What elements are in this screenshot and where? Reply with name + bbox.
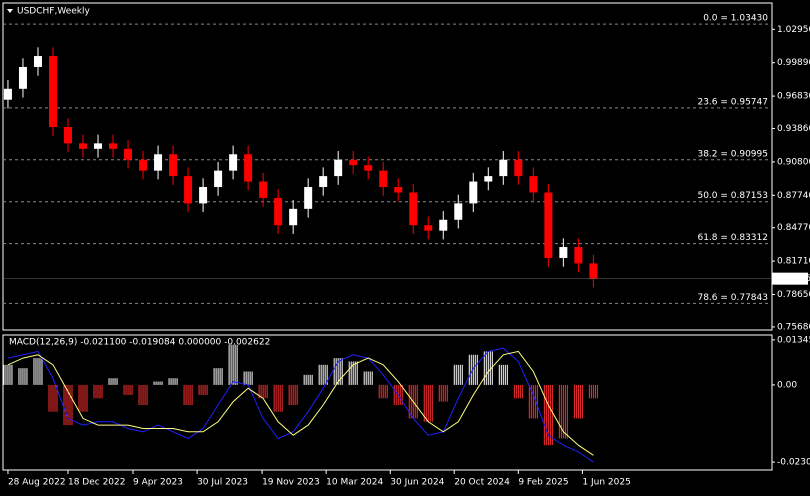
candle-body <box>124 148 133 160</box>
candle-body <box>334 159 343 177</box>
candle-body <box>544 192 553 258</box>
x-tick-label: 30 Jun 2024 <box>390 478 444 488</box>
macd-title: MACD(12,26,9) -0.021100 -0.019084 0.0000… <box>9 338 270 348</box>
candle-body <box>33 56 42 67</box>
candle-body <box>484 176 493 182</box>
current-price-label: 0.80105 <box>774 274 810 284</box>
candle-body <box>3 88 12 100</box>
x-tick-label: 30 Jul 2023 <box>197 478 248 488</box>
candle-body <box>244 154 253 182</box>
candle-body <box>514 159 523 177</box>
x-tick-label: 18 Dec 2022 <box>68 478 126 488</box>
candle-body <box>454 203 463 220</box>
candle-body <box>109 143 118 149</box>
x-tick-label: 9 Apr 2023 <box>133 478 183 488</box>
current-price-box <box>772 272 808 285</box>
candle-body <box>319 176 328 188</box>
fib-label: 50.0 = 0.87153 <box>697 191 768 201</box>
candle-body <box>379 170 388 188</box>
macd-y-tick-label: -0.023042 <box>777 458 810 468</box>
candle-body <box>439 219 448 231</box>
candle-body <box>169 154 178 177</box>
macd-y-tick-label: 0.013451 <box>777 335 810 345</box>
candle-body <box>18 66 27 89</box>
x-tick-label: 28 Aug 2022 <box>8 478 66 488</box>
candle-body <box>229 154 238 171</box>
macd-panel <box>2 334 773 471</box>
candle-body <box>499 159 508 177</box>
candle-body <box>364 165 373 171</box>
candle-body <box>559 247 568 258</box>
candle-body <box>259 181 268 198</box>
fib-label: 61.8 = 0.83312 <box>697 233 768 243</box>
candle-body <box>214 170 223 188</box>
macd-line <box>7 350 594 456</box>
fib-label: 38.2 = 0.90995 <box>697 149 768 159</box>
chart-title: USDCHF,Weekly <box>17 7 90 17</box>
x-tick-label: 1 Jun 2025 <box>582 478 630 488</box>
candle-body <box>574 247 583 264</box>
candle-body <box>469 181 478 204</box>
candle-body <box>304 187 313 209</box>
candle-body <box>349 159 358 166</box>
candle-body <box>409 192 418 226</box>
candle-body <box>139 159 148 171</box>
candle-body <box>394 187 403 193</box>
candle-body <box>63 126 72 144</box>
x-tick-label: 9 Feb 2025 <box>518 478 568 488</box>
candle-body <box>274 197 283 226</box>
fib-label: 78.6 = 0.77843 <box>697 293 768 303</box>
candle-body <box>79 143 88 149</box>
x-tick-label: 20 Oct 2024 <box>454 478 510 488</box>
candle-body <box>184 176 193 204</box>
menu-arrow[interactable] <box>7 9 13 13</box>
candle-body <box>529 176 538 193</box>
x-tick-label: 19 Nov 2023 <box>262 478 320 488</box>
macd-y-tick-label: 0.00 <box>777 380 797 390</box>
candle-body <box>48 56 57 127</box>
candle-body <box>589 263 598 279</box>
fib-label: 0.0 = 1.03430 <box>703 14 768 24</box>
candle-body <box>94 143 103 149</box>
x-tick-label: 10 Mar 2024 <box>326 478 383 488</box>
macd-line <box>7 347 594 463</box>
price-panel <box>2 2 773 331</box>
fib-label: 23.6 = 0.95747 <box>697 97 768 107</box>
candle-body <box>424 225 433 231</box>
candle-body <box>154 154 163 171</box>
candle-body <box>289 208 298 226</box>
candle-body <box>199 187 208 204</box>
